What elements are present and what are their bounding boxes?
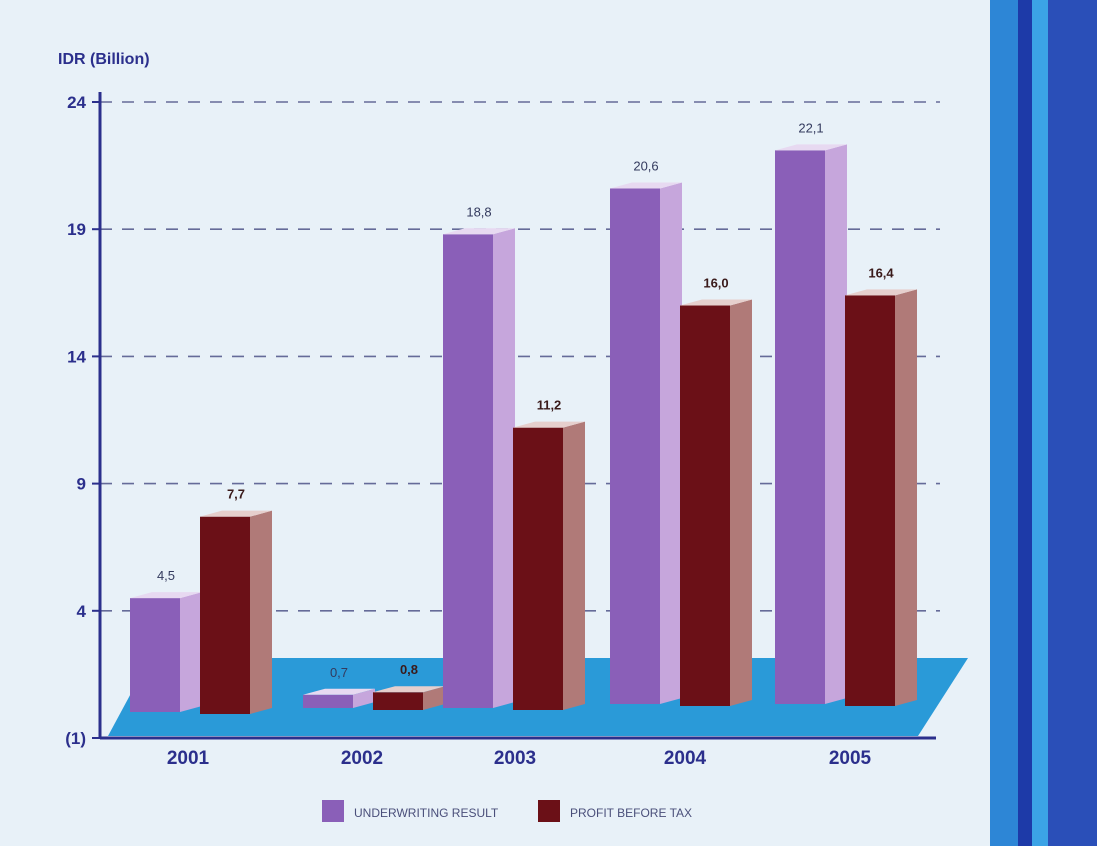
bar-top xyxy=(775,144,847,151)
bar-underwriting-2002: 0,7 xyxy=(303,665,375,708)
bar-top xyxy=(443,228,515,235)
bar-front xyxy=(845,295,895,706)
bar-front xyxy=(373,692,423,710)
data-label: 7,7 xyxy=(227,487,245,502)
data-label: 0,8 xyxy=(400,662,418,677)
bar-side xyxy=(563,421,585,710)
bar-underwriting-2003: 18,8 xyxy=(443,204,515,708)
bar-underwriting-2005: 22,1 xyxy=(775,120,847,704)
x-tick-label-2001: 2001 xyxy=(167,748,210,769)
data-label: 0,7 xyxy=(330,665,348,680)
legend: UNDERWRITING RESULT PROFIT BEFORE TAX xyxy=(322,800,692,822)
y-tick-label: 24 xyxy=(67,93,86,112)
data-label: 22,1 xyxy=(798,120,823,135)
y-tick-label: 4 xyxy=(77,602,87,621)
side-band xyxy=(990,0,1018,846)
x-tick-label-2002: 2002 xyxy=(341,748,383,769)
y-axis-label: IDR (Billion) xyxy=(58,51,150,68)
bar-side xyxy=(423,686,445,710)
x-tick-label-2004: 2004 xyxy=(664,748,707,769)
bar-side xyxy=(660,182,682,705)
y-tick-label: (1) xyxy=(65,729,86,748)
bar-side xyxy=(825,144,847,704)
legend-label: UNDERWRITING RESULT xyxy=(354,806,499,820)
bar-underwriting-2004: 20,6 xyxy=(610,158,682,705)
bar-top xyxy=(130,592,202,599)
bar-top xyxy=(513,421,585,428)
bar-side xyxy=(353,688,375,708)
bar-underwriting-2001: 4,5 xyxy=(130,568,202,712)
bar-profit-2001: 7,7 xyxy=(200,487,272,714)
y-tick-label: 19 xyxy=(67,220,86,239)
data-label: 16,0 xyxy=(703,276,728,291)
bar-top xyxy=(200,510,272,517)
bar-front xyxy=(775,150,825,704)
side-band xyxy=(1018,0,1032,846)
data-label: 20,6 xyxy=(633,158,658,173)
bars: 4,5 7,7 0,7 0,8 18,8 11,2 20,6 16,0 22,1 16,4 xyxy=(130,120,917,714)
bar-side xyxy=(250,510,272,714)
data-label: 4,5 xyxy=(157,568,175,583)
x-tick-label-2005: 2005 xyxy=(829,748,872,769)
y-tick-labels: (1) 4 9 14 19 24 xyxy=(65,93,100,748)
bar-profit-2004: 16,0 xyxy=(680,276,752,706)
y-tick-label: 14 xyxy=(67,347,86,366)
legend-swatch xyxy=(538,800,560,822)
side-band xyxy=(1032,0,1048,846)
legend-swatch xyxy=(322,800,344,822)
bar-front xyxy=(680,305,730,706)
bar-profit-2003: 11,2 xyxy=(513,398,585,710)
bar-front xyxy=(513,427,563,710)
bar-side xyxy=(730,299,752,706)
bar-side xyxy=(493,228,515,708)
bar-front xyxy=(130,598,180,712)
bar-profit-2002: 0,8 xyxy=(373,662,445,710)
data-label: 11,2 xyxy=(537,398,562,413)
bar-front xyxy=(443,234,493,708)
bar-side xyxy=(895,289,917,706)
bar-side xyxy=(180,592,202,712)
bar-top xyxy=(303,688,375,695)
bar-top xyxy=(845,289,917,296)
bar-front xyxy=(200,516,250,714)
x-tick-label-2003: 2003 xyxy=(494,748,536,769)
y-tick-label: 9 xyxy=(77,475,86,494)
decorative-side-bands xyxy=(990,0,1097,846)
side-band xyxy=(1048,0,1097,846)
bar-top xyxy=(680,299,752,306)
bar-top xyxy=(610,182,682,189)
data-label: 16,4 xyxy=(868,265,894,280)
axes xyxy=(98,92,936,740)
x-tick-labels: 2001 2002 2003 2004 2005 xyxy=(167,748,872,769)
bar-top xyxy=(373,686,445,693)
bar-front xyxy=(303,694,353,708)
legend-label: PROFIT BEFORE TAX xyxy=(570,806,692,820)
bar-profit-2005: 16,4 xyxy=(845,265,917,706)
data-label: 18,8 xyxy=(466,204,491,219)
bar-front xyxy=(610,188,660,705)
